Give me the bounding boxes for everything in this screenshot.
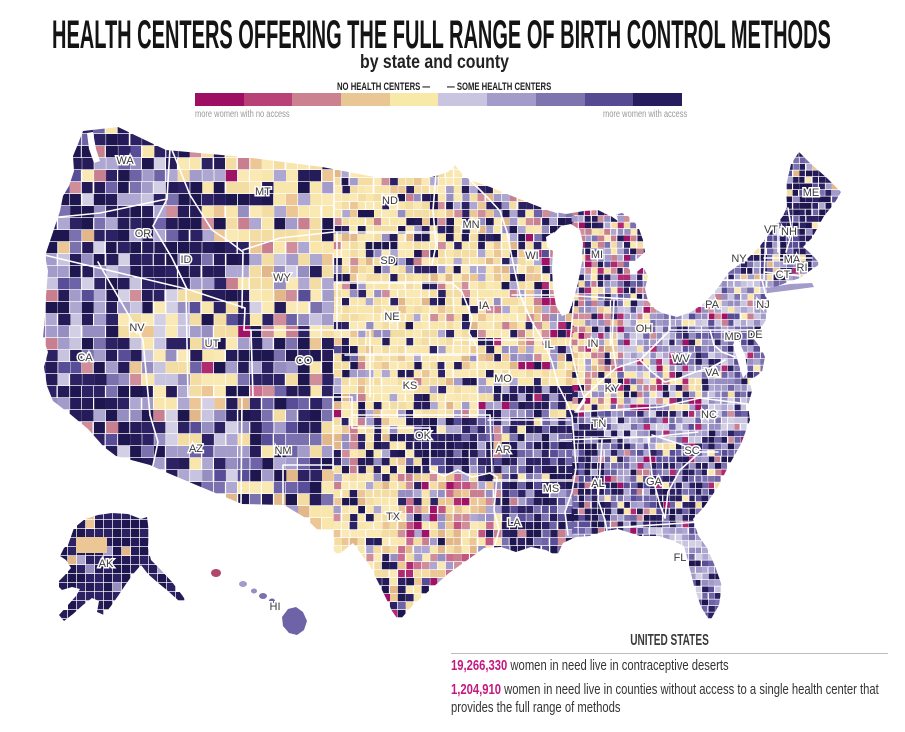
svg-text:LA: LA	[507, 517, 521, 529]
svg-text:CA: CA	[77, 352, 93, 364]
svg-text:NC: NC	[701, 409, 717, 421]
svg-text:ND: ND	[382, 195, 398, 207]
svg-text:IL: IL	[544, 339, 553, 351]
svg-text:SD: SD	[380, 255, 395, 267]
svg-text:FL: FL	[674, 552, 687, 564]
svg-text:ID: ID	[181, 254, 192, 266]
svg-text:AZ: AZ	[189, 443, 203, 455]
svg-text:OH: OH	[636, 323, 653, 335]
svg-text:MS: MS	[543, 483, 560, 495]
svg-text:MD: MD	[724, 331, 741, 343]
svg-text:AK: AK	[99, 558, 114, 570]
svg-text:PA: PA	[705, 299, 720, 311]
svg-text:OR: OR	[135, 228, 152, 240]
svg-text:WI: WI	[525, 250, 538, 262]
svg-text:NH: NH	[781, 226, 797, 238]
svg-text:WA: WA	[116, 155, 134, 167]
svg-text:MN: MN	[462, 219, 479, 231]
svg-text:ME: ME	[803, 187, 820, 199]
svg-text:NJ: NJ	[756, 299, 769, 311]
svg-text:WV: WV	[672, 353, 690, 365]
svg-text:AR: AR	[495, 444, 510, 456]
svg-text:IA: IA	[479, 300, 490, 312]
svg-text:MT: MT	[255, 186, 271, 198]
svg-text:NY: NY	[731, 253, 747, 265]
svg-text:IN: IN	[588, 338, 599, 350]
svg-text:TX: TX	[386, 511, 401, 523]
svg-text:NE: NE	[384, 311, 399, 323]
svg-text:KY: KY	[605, 383, 620, 395]
svg-text:MA: MA	[784, 254, 801, 266]
svg-text:CT: CT	[776, 269, 791, 281]
svg-text:VA: VA	[705, 367, 720, 379]
svg-text:NM: NM	[274, 445, 291, 457]
svg-text:AL: AL	[591, 478, 604, 490]
svg-text:VT: VT	[764, 224, 778, 236]
svg-text:CO: CO	[296, 355, 313, 367]
svg-text:DE: DE	[747, 329, 762, 341]
svg-text:KS: KS	[403, 380, 418, 392]
svg-text:NV: NV	[129, 322, 145, 334]
svg-text:WY: WY	[273, 272, 291, 284]
svg-text:SC: SC	[684, 445, 699, 457]
svg-text:HI: HI	[270, 601, 281, 613]
svg-text:GA: GA	[646, 476, 663, 488]
svg-text:TN: TN	[592, 418, 607, 430]
svg-text:UT: UT	[205, 338, 220, 350]
svg-text:OK: OK	[415, 430, 432, 442]
svg-text:MI: MI	[591, 249, 603, 261]
svg-text:RI: RI	[797, 262, 808, 274]
svg-text:MO: MO	[494, 373, 512, 385]
